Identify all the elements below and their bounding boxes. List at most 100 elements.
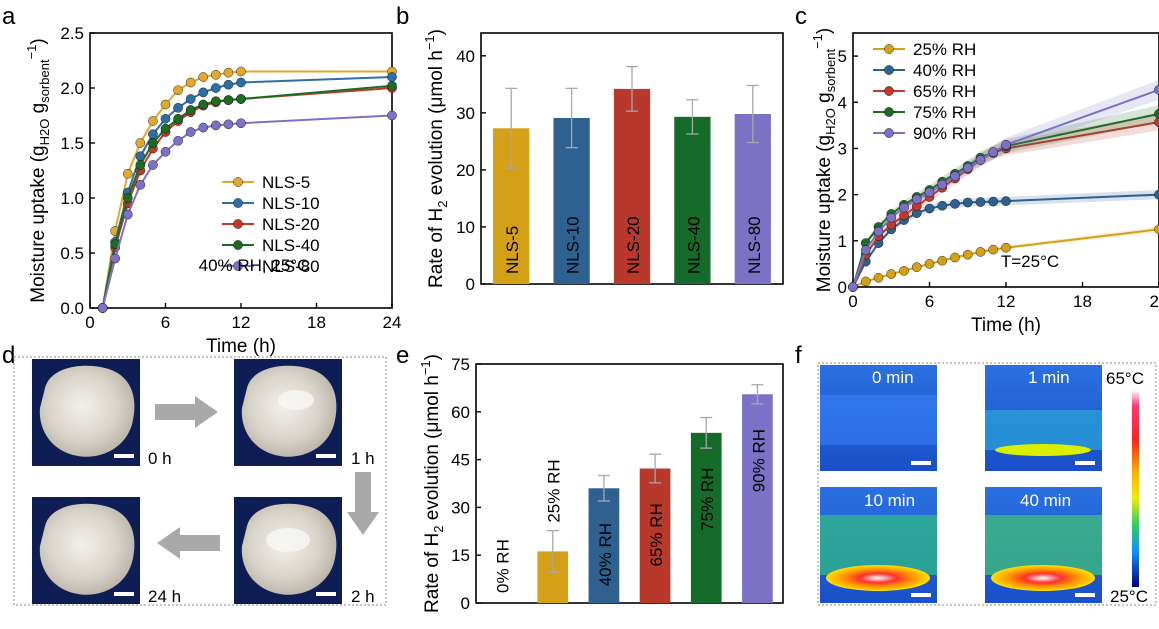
legend-marker — [884, 44, 894, 54]
data-point — [937, 179, 948, 190]
data-point — [1154, 117, 1159, 127]
chart-b-h2-evolution-by-sample: 0 10 20 30 40 Rate of H2 evolution (μmol h−1)… — [422, 29, 784, 294]
bar-label: 25% RH — [545, 459, 564, 522]
data-point — [988, 147, 999, 157]
y-tick-label: 0 — [461, 594, 470, 613]
chart-annotation: T=25°C — [1001, 252, 1059, 271]
x-axis-label: Time (h) — [971, 315, 1041, 336]
bar-label: 90% RH — [749, 429, 768, 492]
legend-marker — [884, 128, 894, 138]
thermal-label-10min: 10 min — [864, 491, 915, 510]
data-point — [975, 197, 986, 207]
x-tick-label: 0 — [848, 292, 857, 311]
y-tick-label: 30 — [451, 498, 470, 517]
bar-label: 75% RH — [698, 468, 717, 531]
y-tick-label: 5 — [838, 47, 847, 66]
data-point — [860, 276, 871, 287]
x-axis-label: Time (h) — [206, 336, 276, 357]
bar — [742, 394, 773, 603]
data-point — [160, 123, 171, 134]
x-tick-label: 0 — [85, 313, 94, 332]
data-point — [950, 252, 960, 263]
data-point — [988, 196, 999, 207]
y-tick-label: 0.0 — [60, 299, 84, 318]
data-point — [387, 110, 397, 121]
data-point — [873, 226, 884, 237]
data-point — [198, 87, 209, 98]
data-point — [198, 122, 209, 133]
data-point — [185, 127, 196, 137]
legend-marker — [884, 86, 894, 96]
data-point — [173, 103, 183, 113]
chart-e-h2-evolution-by-rh: 0 15 30 45 60 75 Rate of H2 evolution (μmol h−… — [418, 354, 784, 613]
data-point — [988, 244, 999, 255]
data-point — [173, 114, 183, 124]
data-point — [236, 118, 246, 128]
photo-1h — [234, 359, 342, 466]
photo-label-0h: 0 h — [148, 449, 172, 468]
data-point — [1154, 109, 1159, 119]
panel-label-b: b — [396, 3, 409, 30]
bar — [639, 468, 671, 603]
y-axis-label: Rate of H2 evolution (μmol h−1) — [418, 354, 446, 613]
data-point — [185, 77, 196, 88]
legend-marker — [233, 261, 243, 271]
y-tick-label: 15 — [451, 546, 470, 565]
data-point — [387, 81, 397, 91]
y-tick-label: 2 — [838, 186, 847, 205]
data-point — [1001, 242, 1011, 253]
legend-label: NLS-40 — [262, 236, 320, 255]
bar-label: NLS-10 — [564, 216, 583, 274]
bar-label: 65% RH — [647, 503, 666, 566]
data-point — [211, 83, 221, 93]
y-tick-label: 40 — [456, 47, 475, 66]
y-tick-label: 1.5 — [60, 134, 84, 153]
data-point — [937, 200, 948, 211]
legend-marker — [884, 65, 894, 75]
y-tick-label: 2.5 — [60, 24, 84, 43]
bar — [690, 432, 722, 603]
legend-label: 90% RH — [913, 124, 976, 143]
data-point — [899, 202, 909, 213]
bar-label: 40% RH — [596, 523, 615, 586]
legend-marker — [233, 219, 243, 229]
data-point — [236, 66, 246, 77]
data-point — [911, 262, 922, 272]
legend-marker — [233, 198, 243, 208]
panel-label-a: a — [2, 3, 16, 30]
thermal-10min — [820, 487, 937, 603]
y-tick-label: 75 — [451, 355, 470, 374]
legend-marker — [233, 177, 243, 187]
x-tick-label: 18 — [307, 313, 326, 332]
data-point — [198, 72, 209, 82]
bar-label: NLS-40 — [684, 216, 703, 274]
data-point — [886, 269, 897, 279]
legend-label: 75% RH — [913, 103, 976, 122]
data-point — [975, 247, 986, 257]
bar — [613, 88, 651, 285]
data-point — [975, 155, 986, 165]
data-point — [148, 138, 158, 148]
data-point — [924, 259, 935, 269]
thermal-0min — [820, 365, 937, 471]
legend-label: NLS-20 — [262, 215, 320, 234]
arrow-down — [347, 472, 379, 535]
x-tick-label: 24 — [383, 313, 402, 332]
data-point — [173, 85, 183, 95]
photo-label-1h: 1 h — [351, 449, 375, 468]
y-tick-label: 1.0 — [60, 189, 84, 208]
data-point — [97, 303, 108, 313]
data-point — [135, 160, 146, 170]
data-point — [211, 70, 221, 80]
data-point — [924, 203, 935, 214]
panel-label-c: c — [795, 3, 807, 30]
bar-label: NLS-20 — [624, 216, 643, 274]
y-tick-label: 30 — [456, 104, 475, 123]
data-point — [1154, 85, 1159, 95]
legend-label: NLS-10 — [262, 194, 320, 213]
plot-frame — [475, 363, 784, 604]
data-point — [886, 212, 897, 223]
data-point — [911, 194, 922, 205]
data-point — [223, 95, 234, 105]
x-tick-label: 6 — [925, 292, 934, 311]
